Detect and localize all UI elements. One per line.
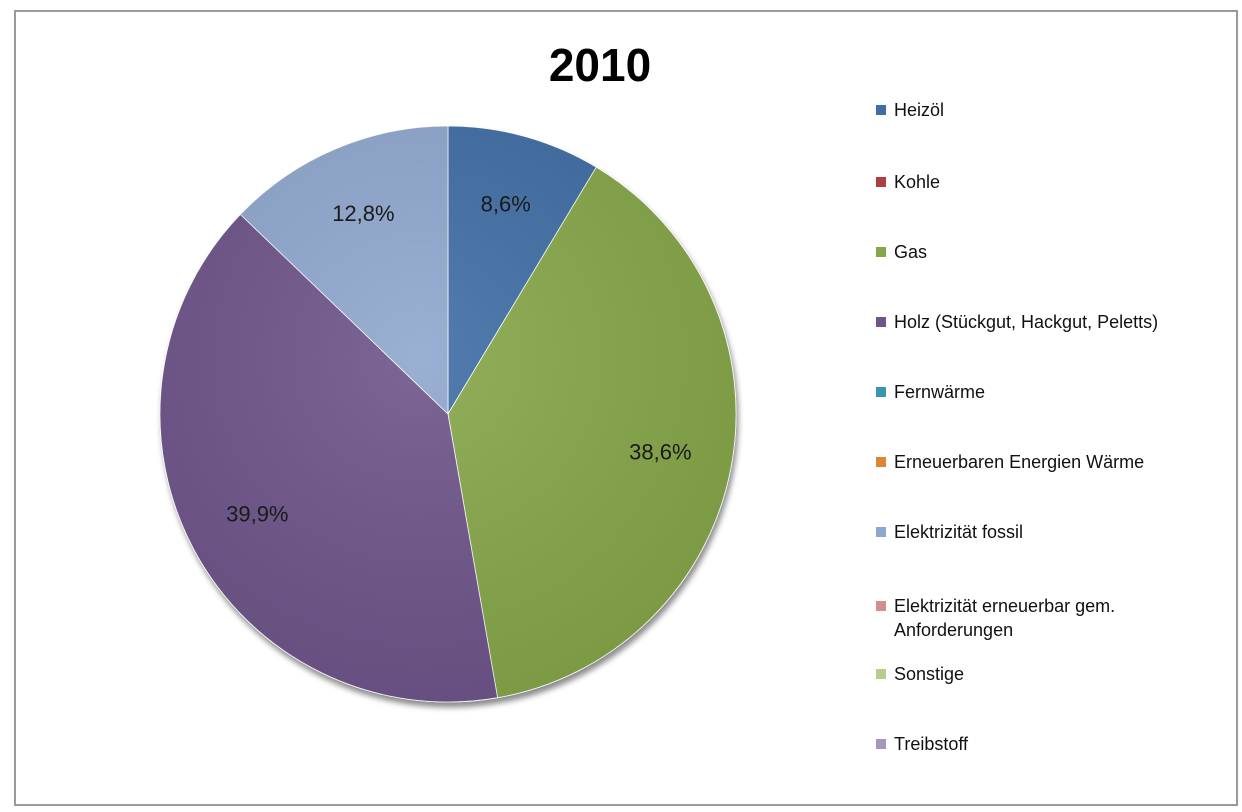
legend-item-3: Holz (Stückgut, Hackgut, Peletts) [876,310,1214,334]
legend: Heizöl Kohle Gas Holz (Stückgut, Hackgut, P… [876,0,1216,800]
legend-label: Holz (Stückgut, Hackgut, Peletts) [894,312,1159,332]
legend-label: Treibstoff [894,734,969,754]
legend-swatch [876,669,886,679]
legend-label: Elektrizität erneuerbar gem. Anforderung… [894,596,1116,640]
legend-item-7: Elektrizität erneuerbar gem. Anforderung… [876,594,1214,642]
pie-data-labels: 8,6% 38,6% 39,9% 12,8% [226,192,691,527]
legend-item-0: Heizöl [876,98,1214,122]
chart-title: 2010 [548,39,652,91]
legend-label: Sonstige [894,664,965,684]
legend-swatch [876,601,886,611]
legend-item-1: Kohle [876,170,1214,194]
legend-swatch [876,177,886,187]
data-label-3: 39,9% [226,501,288,526]
legend-item-8: Sonstige [876,662,1214,686]
legend-swatch [876,105,886,115]
legend-swatch [876,527,886,537]
pie-slices [159,125,737,703]
legend-label: Kohle [894,172,941,192]
legend-swatch [876,317,886,327]
legend-item-6: Elektrizität fossil [876,520,1214,544]
legend-swatch [876,387,886,397]
legend-swatch [876,739,886,749]
data-label-0: 8,6% [481,192,531,217]
legend-label: Heizöl [894,100,945,120]
data-label-2: 38,6% [629,439,691,464]
legend-swatch [876,457,886,467]
legend-item-4: Fernwärme [876,380,1214,404]
legend-label: Elektrizität fossil [894,522,1024,542]
legend-item-9: Treibstoff [876,732,1214,756]
legend-label: Fernwärme [894,382,986,402]
legend-swatch [876,247,886,257]
legend-item-2: Gas [876,240,1214,264]
data-label-6: 12,8% [332,201,394,226]
legend-label: Gas [894,242,928,262]
legend-item-5: Erneuerbaren Energien Wärme [876,450,1214,474]
legend-label: Erneuerbaren Energien Wärme [894,452,1145,472]
